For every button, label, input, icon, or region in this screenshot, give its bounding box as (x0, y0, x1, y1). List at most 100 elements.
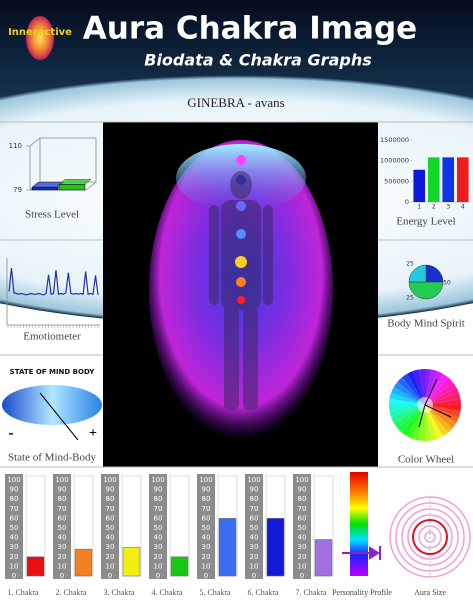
y-tick-label: 1500000 (380, 136, 409, 144)
pie-slice (408, 281, 444, 300)
y-tick-label: 0 (300, 572, 304, 580)
wheel-wedge (397, 405, 425, 433)
wheel-wedge (391, 387, 425, 405)
y-tick-label: 10 (106, 562, 115, 570)
aura-size-label: Aura Size (414, 588, 446, 597)
y-tick-label: 0 (60, 572, 64, 580)
y-tick-label: 0 (405, 198, 409, 206)
y-tick-label: 60 (10, 514, 19, 522)
y-tick-label: 20 (250, 553, 259, 561)
mind-plus: + (89, 426, 97, 441)
wheel-wedge (425, 405, 453, 433)
y-tick-label: 60 (250, 514, 259, 522)
personality-arrow (342, 546, 381, 560)
bar (31, 186, 59, 191)
x-tick-label: 3. Chakra (103, 588, 135, 597)
wheel-wedge (389, 405, 425, 418)
line (8, 267, 99, 296)
y-tick-label: 1000000 (380, 157, 409, 165)
y-tick-label: 40 (202, 534, 211, 542)
y-tick-label: 70 (106, 505, 115, 513)
y-tick-label: 90 (250, 486, 259, 494)
mind-title: STATE OF MIND BODY (10, 368, 96, 376)
y-tick-label: 70 (202, 505, 211, 513)
y-tick-label: 20 (106, 553, 115, 561)
wheel-wedge (425, 377, 453, 405)
gauge-scale (197, 474, 215, 579)
wheel-pointer (424, 404, 452, 418)
x-tick-label: 4 (461, 204, 465, 211)
personality-bar (350, 472, 368, 576)
y-tick-label: 40 (58, 534, 67, 542)
y-tick-label: 60 (58, 514, 67, 522)
wheel-label: Color Wheel (398, 454, 454, 466)
y-tick-label: 40 (250, 534, 259, 542)
y-tick-label: 80 (298, 495, 307, 503)
y-tick-label: 10 (202, 562, 211, 570)
y-tick-label: 90 (106, 486, 115, 494)
y-tick-label: 50 (10, 524, 19, 532)
y-tick-label: 20 (58, 553, 67, 561)
bar (58, 184, 86, 191)
wheel-wedge (401, 373, 425, 405)
y-tick-label: 10 (58, 562, 67, 570)
gauge-scale (149, 474, 167, 579)
bar (314, 539, 333, 577)
wheel-wedge (412, 405, 425, 441)
y-tick-label: 40 (298, 534, 307, 542)
x-tick-label: 5. Chakra (199, 588, 231, 597)
logo-icon (26, 16, 54, 60)
y-tick-label: 30 (250, 543, 259, 551)
bms-label: Body Mind Spirit (387, 318, 465, 330)
pie-label: 25 (406, 261, 414, 268)
x-tick-label: 7. Chakra (295, 588, 327, 597)
wheel-wedge (425, 381, 457, 405)
wheel-wedge (418, 405, 425, 441)
wheel-wedge (393, 405, 425, 429)
personality-label: Personality Profile (332, 588, 392, 597)
subtitle: Biodata & Chakra Graphs (144, 51, 371, 70)
mind-ellipse (2, 385, 102, 425)
gauge-scale (53, 474, 71, 579)
y-tick-label: 40 (10, 534, 19, 542)
y-tick-label: 10 (10, 562, 19, 570)
title: Aura Chakra Image (83, 11, 417, 47)
bar (456, 157, 469, 202)
wheel-wedge (425, 405, 449, 437)
y-tick-label: 90 (10, 486, 19, 494)
wheel-wedge (425, 371, 443, 405)
wheel-wedge (389, 398, 425, 405)
chakra-dots (235, 155, 247, 304)
wheel-wedge (389, 392, 425, 405)
y-tick-label: 40 (106, 534, 115, 542)
y-tick-label: 20 (202, 553, 211, 561)
wheel-wedge (425, 405, 438, 441)
wheel-wedge (425, 387, 459, 405)
wheel-wedge (401, 405, 425, 437)
y-tick-label: 70 (250, 505, 259, 513)
wheel-wedge (425, 369, 438, 405)
bar (122, 546, 141, 577)
person-name: GINEBRA - avans (187, 95, 285, 110)
y-tick-label: 80 (10, 495, 19, 503)
y-tick-label: 40 (154, 534, 163, 542)
emotio-axes (6, 258, 100, 326)
y-tick-label: 100 (7, 476, 20, 484)
y-tick-label: 80 (250, 495, 259, 503)
x-tick-label: 2 (432, 204, 436, 211)
wheel-wedge (425, 398, 461, 405)
x-tick-label: 6. Chakra (247, 588, 279, 597)
pie-label: 50 (443, 280, 451, 287)
bar (266, 518, 285, 577)
y-tick-label: 70 (58, 505, 67, 513)
y-tick-label: 60 (202, 514, 211, 522)
bar (218, 518, 237, 577)
y-tick-label: 60 (154, 514, 163, 522)
logo-text: Inneractive (8, 27, 72, 38)
y-tick-label: 10 (250, 562, 259, 570)
y-tick-label: 80 (106, 495, 115, 503)
y-tick-label: 100 (103, 476, 116, 484)
wheel-pointer (424, 378, 438, 406)
y-tick-label: 70 (10, 505, 19, 513)
bar (26, 556, 45, 577)
